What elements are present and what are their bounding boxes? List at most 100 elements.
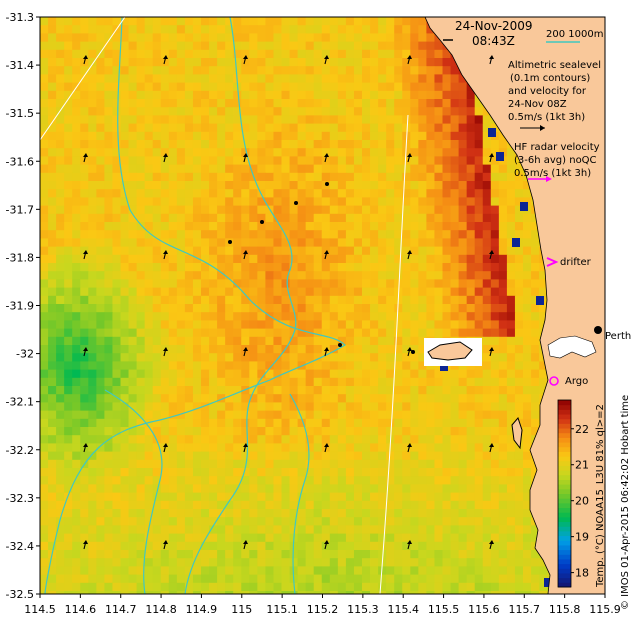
velocity-arrow (163, 347, 168, 357)
velocity-arrow (243, 540, 248, 550)
x-tick-label: 115.9 (589, 603, 621, 616)
contour-line-1 (184, 17, 297, 594)
y-tick-label: -32.1 (6, 396, 34, 409)
scale-label: 200 1000m (546, 29, 603, 40)
altimetry-legend: Altimetric sealevel (0.1m contours) and … (508, 60, 601, 131)
velocity-arrow (407, 540, 412, 550)
x-tick-label: 114.5 (24, 603, 56, 616)
velocity-dot (294, 201, 298, 205)
velocity-arrow (163, 153, 168, 163)
hf-line-3: 0.5m/s (1kt 3h) (514, 168, 591, 179)
colorbar: 18 19 20 21 22 (557, 399, 589, 588)
altimetry-line-1: Altimetric sealevel (508, 60, 601, 71)
credit-text: © IMOS 01-Apr-2015 06:42:02 Hobart time (620, 395, 631, 610)
x-tick-label: 115 (231, 603, 252, 616)
x-tick-label: 115.6 (468, 603, 500, 616)
y-tick-label: -31.8 (6, 251, 34, 264)
altimetry-line-3: and velocity for (508, 86, 587, 97)
y-axis: -31.3 -31.4 -31.5 -31.6 -31.7 -31.8 -31.9 -32 -3… (6, 11, 40, 601)
velocity-dot (228, 240, 232, 244)
velocity-dot (411, 350, 415, 354)
x-tick-label: 114.6 (65, 603, 97, 616)
altimetry-line-5: 0.5m/s (1kt 3h) (508, 112, 585, 123)
altimetry-arrow-head (540, 125, 545, 131)
velocity-arrow (243, 443, 248, 453)
velocity-arrows (83, 55, 494, 550)
velocity-arrow (324, 540, 329, 550)
velocity-arrow (83, 443, 88, 453)
velocity-arrow (243, 250, 248, 260)
altimetry-line-4: 24-Nov 08Z (508, 99, 567, 110)
velocity-arrow (324, 250, 329, 260)
y-tick-label: -31.5 (6, 107, 34, 120)
velocity-arrow (243, 153, 248, 163)
velocity-arrow (83, 540, 88, 550)
contour-line-2 (104, 389, 163, 594)
y-tick-label: -31.7 (6, 203, 34, 216)
swath-edge-left (40, 17, 126, 141)
time-label: 08:43Z (472, 34, 515, 48)
velocity-arrow (407, 443, 412, 453)
y-tick-label: -32.2 (6, 444, 34, 457)
velocity-arrow (163, 540, 168, 550)
x-tick-label: 114.9 (186, 603, 218, 616)
velocity-arrow (163, 55, 168, 65)
city-dot-icon (594, 326, 602, 334)
hf-line-2: (3-6h avg) noQC (514, 155, 597, 166)
y-tick-label: -31.3 (6, 11, 34, 24)
hf-arrow-head (546, 176, 552, 182)
x-tick-label: 115.2 (307, 603, 339, 616)
velocity-arrow (83, 250, 88, 260)
contour-line-0 (44, 17, 346, 594)
velocity-arrow (83, 347, 88, 357)
city-label: Perth (605, 331, 631, 342)
colorbar-tick: 22 (575, 423, 589, 436)
velocity-arrow (489, 540, 494, 550)
garden-island (511, 417, 523, 450)
velocity-arrow (407, 153, 412, 163)
argo-label: Argo (565, 376, 588, 387)
rottnest-island (427, 341, 473, 361)
colorbar-title: Temp. (°C) NOAA15_L3U 81% ql>=2 (595, 404, 606, 588)
x-tick-label: 114.8 (145, 603, 177, 616)
y-tick-label: -32.4 (6, 540, 34, 553)
velocity-arrow (83, 55, 88, 65)
x-tick-label: 114.7 (105, 603, 137, 616)
y-tick-label: -31.4 (6, 59, 34, 72)
x-tick-label: 115.8 (549, 603, 581, 616)
y-tick-label: -32.3 (6, 492, 34, 505)
colorbar-tick: 18 (575, 567, 589, 580)
colorbar-tick: 21 (575, 459, 589, 472)
velocity-arrow (407, 55, 412, 65)
velocity-arrow (489, 153, 494, 163)
x-tick-label: 115.5 (428, 603, 460, 616)
velocity-arrow (407, 347, 412, 357)
drifter-label: drifter (560, 257, 592, 268)
x-tick-label: 115.1 (266, 603, 298, 616)
swath-edge-right (379, 114, 409, 594)
hf-legend: HF radar velocity (3-6h avg) noQC 0.5m/s… (514, 142, 600, 182)
hf-line-1: HF radar velocity (514, 142, 600, 153)
velocity-arrow (489, 443, 494, 453)
velocity-arrow (324, 347, 329, 357)
colorbar-tick: 20 (575, 495, 589, 508)
velocity-arrow (324, 55, 329, 65)
velocity-arrow (163, 443, 168, 453)
velocity-arrow (324, 443, 329, 453)
velocity-arrow (243, 347, 248, 357)
velocity-arrow (83, 153, 88, 163)
velocity-arrow (489, 250, 494, 260)
date-label: 24-Nov-2009 (455, 19, 533, 33)
velocity-arrow (324, 153, 329, 163)
bathymetry-contours (40, 17, 409, 594)
argo-icon (549, 376, 559, 386)
x-tick-label: 115.3 (347, 603, 379, 616)
y-tick-label: -31.6 (6, 155, 34, 168)
colorbar-tick: 19 (575, 531, 589, 544)
contour-line-3 (289, 393, 310, 594)
x-tick-label: 115.4 (387, 603, 419, 616)
velocity-arrow (407, 250, 412, 260)
x-tick-label: 115.7 (509, 603, 541, 616)
y-tick-label: -32 (16, 348, 34, 361)
